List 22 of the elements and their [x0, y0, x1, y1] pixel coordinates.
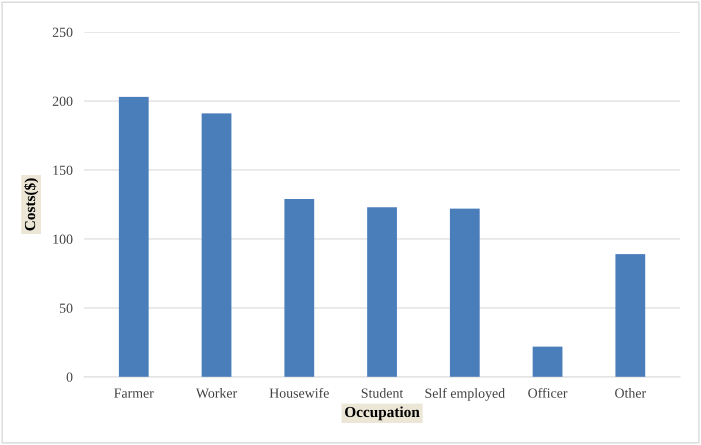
bar [450, 208, 480, 377]
x-axis-title: Occupation [345, 406, 420, 420]
y-tick-label: 0 [66, 372, 72, 382]
bar [202, 113, 232, 377]
bar [118, 96, 149, 377]
bar [532, 346, 562, 377]
bar [284, 198, 314, 377]
x-tick-label: Other [615, 388, 646, 398]
y-tick-label: 50 [60, 304, 72, 313]
x-tick-label: Officer [528, 388, 568, 398]
y-tick-label: 100 [53, 234, 72, 244]
y-tick-label: 150 [53, 166, 72, 175]
bar [367, 207, 397, 377]
x-tick-label: Self employed [425, 388, 505, 401]
x-tick-label: Student [362, 388, 404, 398]
x-tick-label: Farmer [114, 388, 154, 398]
x-tick-label: Worker [196, 388, 238, 398]
y-tick-label: 250 [52, 28, 72, 37]
y-tick-label: 200 [52, 96, 72, 106]
y-axis-title: Costs($) [24, 178, 38, 230]
x-tick-label: Housewife [270, 388, 329, 398]
bar [615, 254, 646, 377]
